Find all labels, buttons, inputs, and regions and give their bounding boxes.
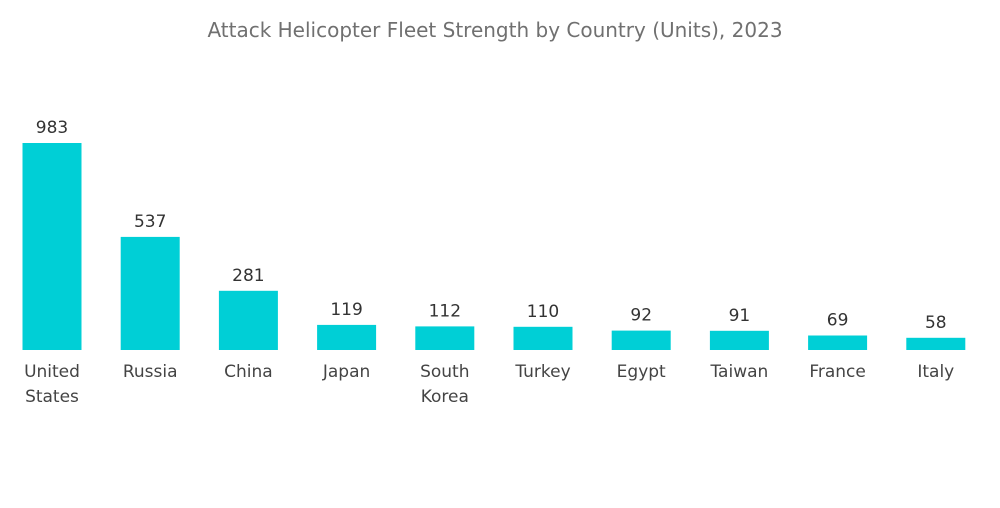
bar-united-states xyxy=(22,143,82,350)
value-label-italy: 58 xyxy=(925,313,947,333)
bar-japan xyxy=(317,324,377,350)
value-label-taiwan: 91 xyxy=(729,306,751,326)
tick-label-egypt: Egypt xyxy=(617,362,666,382)
value-label-turkey: 110 xyxy=(527,302,559,322)
tick-label-line: Egypt xyxy=(617,362,666,382)
tick-label-line: United xyxy=(24,362,80,382)
value-label-russia: 537 xyxy=(134,212,166,232)
value-labels-group: 983 537 281 119 112 110 92 91 69 58 xyxy=(36,118,947,333)
bar-taiwan xyxy=(709,330,769,350)
bar-turkey xyxy=(513,326,573,350)
tick-label-line: States xyxy=(25,387,79,407)
chart-title: Attack Helicopter Fleet Strength by Coun… xyxy=(207,18,782,42)
value-label-france: 69 xyxy=(827,311,849,331)
bar-france xyxy=(808,335,868,350)
tick-label-line: Italy xyxy=(917,362,954,382)
tick-label-france: France xyxy=(809,362,866,382)
bar-italy xyxy=(906,337,966,350)
tick-label-line: Korea xyxy=(421,387,469,407)
tick-label-line: Russia xyxy=(123,362,178,382)
tick-label-line: South xyxy=(420,362,469,382)
bar-egypt xyxy=(611,330,671,350)
tick-label-line: Japan xyxy=(322,362,370,382)
tick-label-south-korea: South Korea xyxy=(420,362,469,407)
bar-russia xyxy=(120,236,180,350)
tick-label-japan: Japan xyxy=(322,362,370,382)
bars-group xyxy=(22,143,966,350)
tick-label-line: Taiwan xyxy=(709,362,768,382)
tick-label-russia: Russia xyxy=(123,362,178,382)
tick-label-united-states: United States xyxy=(24,362,80,407)
value-label-south-korea: 112 xyxy=(429,301,461,321)
value-label-japan: 119 xyxy=(330,300,362,320)
bar-china xyxy=(218,290,278,350)
value-label-united-states: 983 xyxy=(36,118,68,138)
tick-label-china: China xyxy=(224,362,273,382)
tick-label-line: Turkey xyxy=(514,362,570,382)
value-label-egypt: 92 xyxy=(630,306,652,326)
tick-label-line: France xyxy=(809,362,866,382)
tick-label-italy: Italy xyxy=(917,362,954,382)
tick-label-turkey: Turkey xyxy=(514,362,570,382)
bar-south-korea xyxy=(415,326,475,350)
value-label-china: 281 xyxy=(232,266,264,286)
x-axis-tick-labels: United States Russia China Japan South Korea Tu… xyxy=(24,362,954,407)
tick-label-taiwan: Taiwan xyxy=(709,362,768,382)
tick-label-line: China xyxy=(224,362,273,382)
